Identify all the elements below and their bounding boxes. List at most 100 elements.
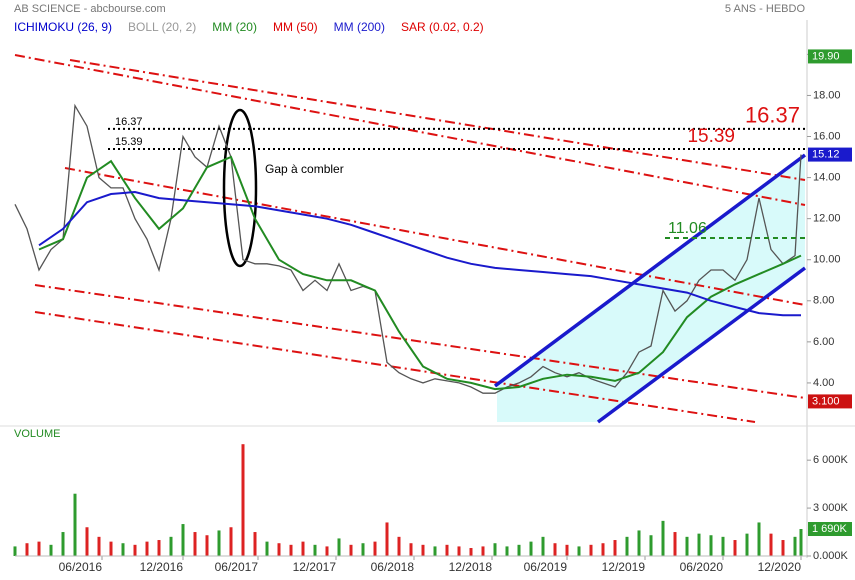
x-tick-label: 06/2017	[215, 560, 259, 574]
y-tick-label: 18.00	[813, 89, 841, 101]
volume-bar	[385, 522, 389, 556]
volume-bar	[97, 536, 101, 556]
volume-bar	[217, 530, 221, 556]
value-badge	[808, 394, 852, 409]
level-label-large: 16.37	[745, 103, 800, 128]
volume-bar	[589, 544, 593, 556]
volume-bar	[85, 527, 89, 556]
volume-bar	[241, 444, 245, 556]
y-tick-label: 4.00	[813, 377, 834, 389]
volume-bar	[277, 543, 281, 556]
channel-line	[493, 153, 807, 388]
volume-bar	[601, 543, 605, 556]
volume-bar	[421, 544, 425, 556]
chart-subtitle: 5 ANS - HEBDO	[725, 3, 806, 15]
volume-bar	[37, 541, 41, 556]
value-badge	[808, 147, 852, 162]
legend-entry: MM (200)	[334, 20, 385, 34]
volume-bar	[445, 544, 449, 556]
value-badge	[808, 49, 852, 64]
volume-bar	[301, 541, 305, 556]
volume-bar	[49, 544, 53, 556]
volume-bar	[409, 543, 413, 556]
level-label: 15.39	[115, 136, 143, 148]
x-tick-label: 12/2016	[140, 560, 184, 574]
trend-line	[34, 311, 756, 423]
volume-bar	[229, 527, 233, 556]
volume-bar	[565, 544, 569, 556]
volume-bar	[505, 546, 509, 556]
y-tick-label: 6.00	[813, 336, 834, 348]
volume-bar	[733, 540, 737, 556]
x-tick-label: 12/2020	[758, 560, 802, 574]
volume-bar	[757, 522, 761, 556]
y-tick-label: 10.00	[813, 254, 841, 266]
trend-line	[69, 59, 806, 181]
volume-bar	[781, 540, 785, 556]
x-tick-label: 06/2019	[524, 560, 568, 574]
moving-average	[38, 190, 801, 317]
x-tick-label: 12/2018	[449, 560, 493, 574]
volume-bar	[469, 548, 473, 556]
volume-bar	[553, 543, 557, 556]
volume-bar	[61, 532, 65, 556]
gap-ellipse	[222, 108, 258, 268]
trend-line	[14, 54, 806, 206]
volume-bar	[793, 536, 797, 556]
y-tick-label: 6 000K	[813, 454, 849, 466]
moving-average	[38, 155, 802, 391]
legend-entry: MM (50)	[273, 20, 318, 34]
volume-bar	[313, 544, 317, 556]
volume-bar	[457, 546, 461, 556]
x-tick-label: 06/2016	[59, 560, 103, 574]
volume-bar	[799, 529, 803, 556]
volume-bar	[529, 541, 533, 556]
volume-bar	[265, 541, 269, 556]
volume-bar	[517, 544, 521, 556]
volume-bar	[193, 532, 197, 556]
volume-bar	[541, 536, 545, 556]
volume-bar	[397, 536, 401, 556]
chart-title: AB SCIENCE - abcbourse.com	[14, 3, 166, 15]
volume-bar	[433, 546, 437, 556]
volume-bar	[697, 533, 701, 556]
volume-bar	[745, 533, 749, 556]
volume-bar	[481, 546, 485, 556]
value-badge-label: 3.100	[812, 395, 840, 407]
volume-bar	[253, 532, 257, 556]
value-badge-label: 19.90	[812, 50, 840, 62]
volume-bar	[289, 544, 293, 556]
legend-entry: ICHIMOKU (26, 9)	[14, 20, 112, 34]
channel-lines	[493, 153, 807, 424]
volume-bar	[625, 536, 629, 556]
value-badge-label: 1 690K	[812, 523, 848, 535]
volume-title: VOLUME	[14, 428, 60, 440]
y-tick-label: 0.000K	[813, 550, 849, 562]
level-label: 16.37	[115, 116, 143, 128]
volume-bar	[181, 524, 185, 556]
y-tick-label: 12.00	[813, 213, 841, 225]
legend-entry: MM (20)	[212, 20, 257, 34]
volume-bar	[709, 535, 713, 556]
volume-bar	[133, 544, 137, 556]
volume-bar	[685, 536, 689, 556]
volume-bar	[661, 520, 665, 556]
value-badge-label: 15.12	[812, 148, 840, 160]
x-tick-label: 12/2017	[293, 560, 337, 574]
volume-bar	[649, 535, 653, 556]
channel-fill	[497, 155, 805, 422]
trend-line	[64, 167, 806, 306]
legend-entry: BOLL (20, 2)	[128, 20, 196, 34]
volume-bar	[373, 541, 377, 556]
volume-bar	[73, 493, 77, 556]
price-line	[14, 103, 802, 394]
volume-bar	[205, 535, 209, 556]
volume-bar	[637, 530, 641, 556]
level-label-large: 15.39	[687, 126, 735, 147]
level-label-large: 11.06	[668, 220, 707, 237]
volume-bar	[109, 541, 113, 556]
volume-bar	[145, 541, 149, 556]
trend-line	[34, 284, 806, 399]
x-tick-label: 12/2019	[602, 560, 646, 574]
